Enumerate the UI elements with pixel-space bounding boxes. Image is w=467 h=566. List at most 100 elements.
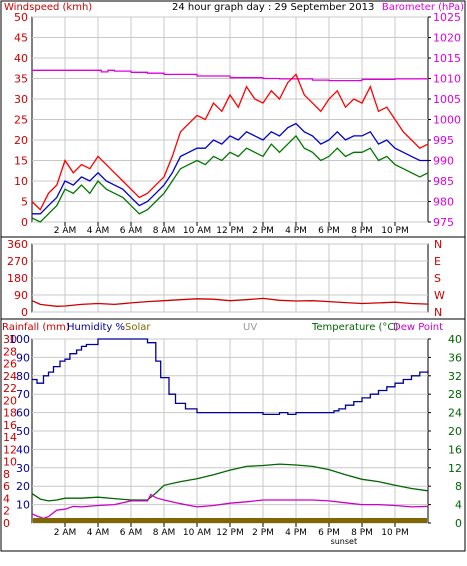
- temperature-y-ticks: 0 4 8 12 16 20 24 28 32 36 40: [428, 333, 462, 530]
- wind-y-tick-label: 20: [14, 134, 28, 147]
- humidity-y-tick-label: 70: [16, 388, 30, 401]
- wind-x-ticks: 2 AM 4 AM 6 AM 8 AM 10 AM 12 PM 2 PM 4 PM 6 PM 8 …: [54, 222, 409, 236]
- temp-y-tick-label: 4: [455, 499, 462, 512]
- rain-y-tick-label: 8: [3, 468, 10, 481]
- baro-y-tick-label: 1025: [433, 11, 461, 24]
- temp-y-tick-label: 12: [448, 462, 462, 475]
- humidity-y-tick-label: 60: [16, 407, 30, 420]
- rain-y-tick-label: 4: [3, 492, 10, 505]
- climate-x-tick-label: 2 PM: [252, 528, 274, 538]
- wind-series: [31, 69, 429, 223]
- humidity-y-tick-label: 20: [16, 480, 30, 493]
- temp-y-tick-label: 8: [455, 480, 462, 493]
- wind-y-tick-label: 35: [14, 73, 28, 86]
- rain-axis-title: Rainfall (mm): [2, 322, 70, 333]
- rain-y-tick-label: 14: [3, 431, 17, 444]
- low-series-line: [31, 134, 429, 223]
- direction-y-tick-label: 90: [14, 289, 28, 302]
- rain-y-tick-label: 20: [3, 394, 17, 407]
- uv-axis-title: UV: [243, 322, 257, 333]
- baro-y-tick-label: 975: [433, 216, 454, 229]
- rain-y-tick-label: 6: [3, 480, 10, 493]
- rain-y-tick-label: 2: [3, 505, 10, 518]
- direction-grid: [32, 243, 428, 313]
- humidity-y-tick-label: 40: [16, 443, 30, 456]
- rain-y-tick-label: 0: [3, 517, 10, 530]
- direction-series: [31, 297, 429, 307]
- direction-y-tick-label: 270: [7, 255, 28, 268]
- temp-y-tick-label: 36: [448, 351, 462, 364]
- rain-y-tick-label: 16: [3, 419, 17, 432]
- humidity-y-tick-label: 100: [9, 333, 30, 346]
- avg-series-line: [32, 122, 428, 215]
- rain-y-tick-label: 24: [3, 370, 17, 383]
- baro-y-tick-label: 985: [433, 175, 454, 188]
- temp-y-tick-label: 40: [448, 333, 462, 346]
- climate-x-tick-label: 8 AM: [153, 528, 176, 538]
- wind-x-tick-label: 4 PM: [285, 226, 307, 236]
- climate-x-tick-label: 10 PM: [381, 528, 409, 538]
- wind-y-tick-label: 0: [21, 216, 28, 229]
- baro-series-line: [32, 69, 429, 82]
- wind-x-tick-label: 10 AM: [183, 226, 211, 236]
- compass-tick-label: W: [434, 289, 445, 302]
- temperature-axis-title: Temperature (°C): [311, 322, 398, 333]
- temp-y-tick-label: 28: [448, 388, 462, 401]
- wind-y-tick-label: 45: [14, 32, 28, 45]
- climate-x-tick-label: 4 PM: [285, 528, 307, 538]
- climate-x-tick-label: 10 AM: [183, 528, 211, 538]
- humidity-y-tick-label: 10: [16, 499, 30, 512]
- humidity-y-tick-label: 80: [16, 370, 30, 383]
- baro-y-tick-label: 1000: [433, 114, 461, 127]
- wind-y-tick-label: 15: [14, 155, 28, 168]
- climate-x-tick-label: 12 PM: [216, 528, 244, 538]
- wind-x-tick-label: 12 PM: [216, 226, 244, 236]
- wind-x-tick-label: 8 AM: [153, 226, 176, 236]
- baro-axis-title: Barometer (hPa): [382, 2, 464, 13]
- rain-y-tick-label: 28: [3, 345, 17, 358]
- wind-y-tick-label: 25: [14, 114, 28, 127]
- wind-y-tick-label: 10: [14, 175, 28, 188]
- gust-series-line: [31, 73, 429, 211]
- compass-tick-label: N: [434, 238, 442, 251]
- direction-y-ticks: 0 90 180 270 360: [7, 238, 28, 319]
- compass-tick-label: N: [434, 306, 442, 319]
- baro-y-ticks: 975 980 985 990 995 1000 1005 1010 1015 1020 1025: [428, 11, 461, 229]
- climate-x-ticks: 2 AM 4 AM 6 AM 8 AM 10 AM 12 PM 2 PM 4 PM 6 PM 8 …: [54, 523, 409, 538]
- wind-x-tick-label: 2 AM: [54, 226, 77, 236]
- wind-grid: [32, 16, 428, 223]
- baro-y-tick-label: 980: [433, 196, 454, 209]
- baro-y-tick-label: 1015: [433, 52, 461, 65]
- wind-x-tick-label: 6 AM: [120, 226, 143, 236]
- wind-y-tick-label: 30: [14, 93, 28, 106]
- climate-x-tick-label: 6 PM: [318, 528, 340, 538]
- rain-y-tick-label: 30: [3, 333, 17, 346]
- humidity-y-tick-label: 50: [16, 425, 30, 438]
- wind-x-tick-label: 4 AM: [87, 226, 110, 236]
- direction-y-tick-label: 0: [21, 306, 28, 319]
- rain-y-tick-label: 26: [3, 358, 17, 371]
- humidity-y-tick-label: 90: [16, 351, 30, 364]
- wind-x-tick-label: 10 PM: [381, 226, 409, 236]
- dewpoint-axis-title: Dew Point: [393, 322, 443, 333]
- solar-axis-title: Solar: [125, 322, 151, 333]
- temperature-series-line: [31, 463, 429, 502]
- climate-x-tick-label: 8 PM: [351, 528, 373, 538]
- rain-y-tick-label: 22: [3, 382, 17, 395]
- direction-series-line: [31, 297, 429, 307]
- wind-x-tick-label: 8 PM: [351, 226, 373, 236]
- rain-y-tick-label: 18: [3, 407, 17, 420]
- compass-tick-label: S: [434, 272, 441, 285]
- baro-y-tick-label: 1005: [433, 93, 461, 106]
- chart-title: 24 hour graph day : 29 September 2013: [172, 2, 374, 13]
- direction-y-tick-label: 180: [7, 272, 28, 285]
- direction-y-tick-label: 360: [7, 238, 28, 251]
- baro-y-tick-label: 995: [433, 134, 454, 147]
- climate-series: [31, 338, 429, 523]
- wind-x-tick-label: 6 PM: [318, 226, 340, 236]
- humidity-series-line: [32, 338, 429, 416]
- compass-tick-label: E: [434, 255, 441, 268]
